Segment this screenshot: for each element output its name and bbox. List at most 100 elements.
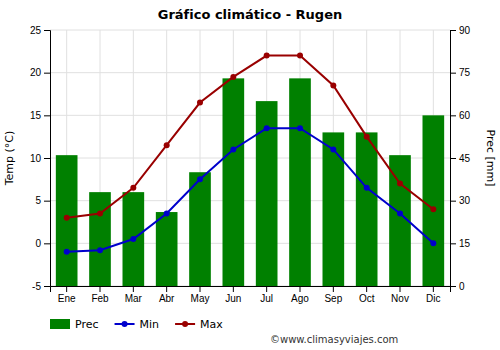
axis-line bbox=[51, 287, 451, 293]
tick: -5 bbox=[32, 281, 50, 292]
tick-label: 0 bbox=[459, 281, 465, 292]
tick-mark bbox=[400, 286, 401, 292]
tick-mark bbox=[450, 286, 456, 287]
tick-mark bbox=[44, 73, 50, 74]
tick-label: 45 bbox=[459, 153, 471, 164]
marker bbox=[330, 82, 336, 88]
tick-mark bbox=[44, 158, 50, 159]
marker bbox=[197, 176, 203, 182]
tick: 45 bbox=[450, 153, 471, 164]
tick-mark bbox=[44, 286, 50, 287]
tick-mark bbox=[66, 286, 67, 292]
tick-label: Jul bbox=[260, 293, 273, 304]
tick: Nov bbox=[391, 286, 409, 304]
chart: EneFebMarAbrMayJunJulAgoSepOctNovDic-505… bbox=[0, 0, 500, 350]
marker bbox=[364, 185, 370, 191]
tick: 10 bbox=[30, 153, 50, 164]
tick-mark bbox=[433, 286, 434, 292]
bar bbox=[156, 212, 178, 286]
grid-line bbox=[50, 30, 450, 31]
tick: May bbox=[191, 286, 210, 304]
marker bbox=[264, 125, 270, 131]
tick-label: Dic bbox=[426, 293, 440, 304]
tick-mark bbox=[450, 30, 456, 31]
tick-mark bbox=[100, 286, 101, 292]
tick-label: 30 bbox=[459, 195, 471, 206]
bar bbox=[89, 192, 111, 286]
bar bbox=[423, 115, 445, 286]
tick: 30 bbox=[450, 195, 471, 206]
bar-series bbox=[56, 78, 444, 286]
tick: Feb bbox=[91, 286, 109, 304]
tick: 15 bbox=[30, 110, 50, 121]
x-axis: EneFebMarAbrMayJunJulAgoSepOctNovDic bbox=[51, 286, 451, 304]
tick-mark bbox=[44, 243, 50, 244]
marker bbox=[97, 247, 103, 253]
tick-label: 20 bbox=[30, 67, 42, 78]
marker bbox=[264, 53, 270, 59]
tick-mark bbox=[450, 73, 456, 74]
marker bbox=[397, 181, 403, 187]
tick-label: 60 bbox=[459, 110, 471, 121]
tick: 90 bbox=[450, 25, 471, 36]
y2-axis: 0 15 30 45 60 75 90 bbox=[450, 25, 471, 292]
tick: Oct bbox=[359, 286, 375, 304]
line bbox=[67, 128, 434, 252]
y-axis-label: Temp (°C) bbox=[3, 131, 16, 187]
marker bbox=[330, 146, 336, 152]
tick-mark bbox=[450, 201, 456, 202]
tick-label: Feb bbox=[91, 293, 109, 304]
legend-swatch bbox=[50, 319, 70, 329]
tick-label: Nov bbox=[391, 293, 409, 304]
tick-mark bbox=[133, 286, 134, 292]
legend: PrecMinMax bbox=[50, 318, 223, 331]
legend-marker bbox=[182, 321, 188, 327]
tick-label: 15 bbox=[30, 110, 42, 121]
marker bbox=[130, 185, 136, 191]
tick-mark bbox=[44, 201, 50, 202]
tick-label: Mar bbox=[125, 293, 143, 304]
tick-label: 25 bbox=[30, 25, 42, 36]
grid bbox=[50, 30, 450, 286]
tick: 15 bbox=[450, 238, 471, 249]
tick-label: Ago bbox=[291, 293, 309, 304]
marker bbox=[230, 74, 236, 80]
axis-line bbox=[44, 31, 51, 287]
tick-mark bbox=[366, 286, 367, 292]
tick-label: Abr bbox=[159, 293, 175, 304]
tick-mark bbox=[200, 286, 201, 292]
legend-marker bbox=[122, 321, 128, 327]
tick-mark bbox=[44, 115, 50, 116]
legend-label: Max bbox=[200, 318, 223, 331]
tick: Abr bbox=[159, 286, 175, 304]
marker bbox=[130, 236, 136, 242]
tick-label: 90 bbox=[459, 25, 471, 36]
tick-mark bbox=[300, 286, 301, 292]
tick-mark bbox=[450, 158, 456, 159]
annotation: ©www.climasyviajes.com bbox=[270, 334, 398, 345]
tick-label: 0 bbox=[35, 238, 41, 249]
tick: 60 bbox=[450, 110, 471, 121]
tick: Ene bbox=[58, 286, 76, 304]
marker bbox=[164, 210, 170, 216]
marker bbox=[230, 146, 236, 152]
grid-line bbox=[50, 115, 450, 116]
markers bbox=[64, 53, 437, 221]
tick-mark bbox=[233, 286, 234, 292]
grid-line bbox=[50, 72, 450, 73]
tick-label: 5 bbox=[35, 195, 41, 206]
tick-mark bbox=[266, 286, 267, 292]
tick-mark bbox=[333, 286, 334, 292]
tick: Ago bbox=[291, 286, 309, 304]
tick: 20 bbox=[30, 67, 50, 78]
tick: Dic bbox=[426, 286, 440, 304]
tick: Mar bbox=[125, 286, 143, 304]
tick-label: 15 bbox=[459, 238, 471, 249]
line bbox=[67, 56, 434, 218]
legend-label: Prec bbox=[75, 318, 99, 331]
tick-label: 75 bbox=[459, 67, 471, 78]
marker bbox=[364, 134, 370, 140]
y-axis: -5 0 5 10 15 20 25 bbox=[30, 25, 51, 292]
tick-mark bbox=[450, 115, 456, 116]
marker bbox=[197, 100, 203, 106]
